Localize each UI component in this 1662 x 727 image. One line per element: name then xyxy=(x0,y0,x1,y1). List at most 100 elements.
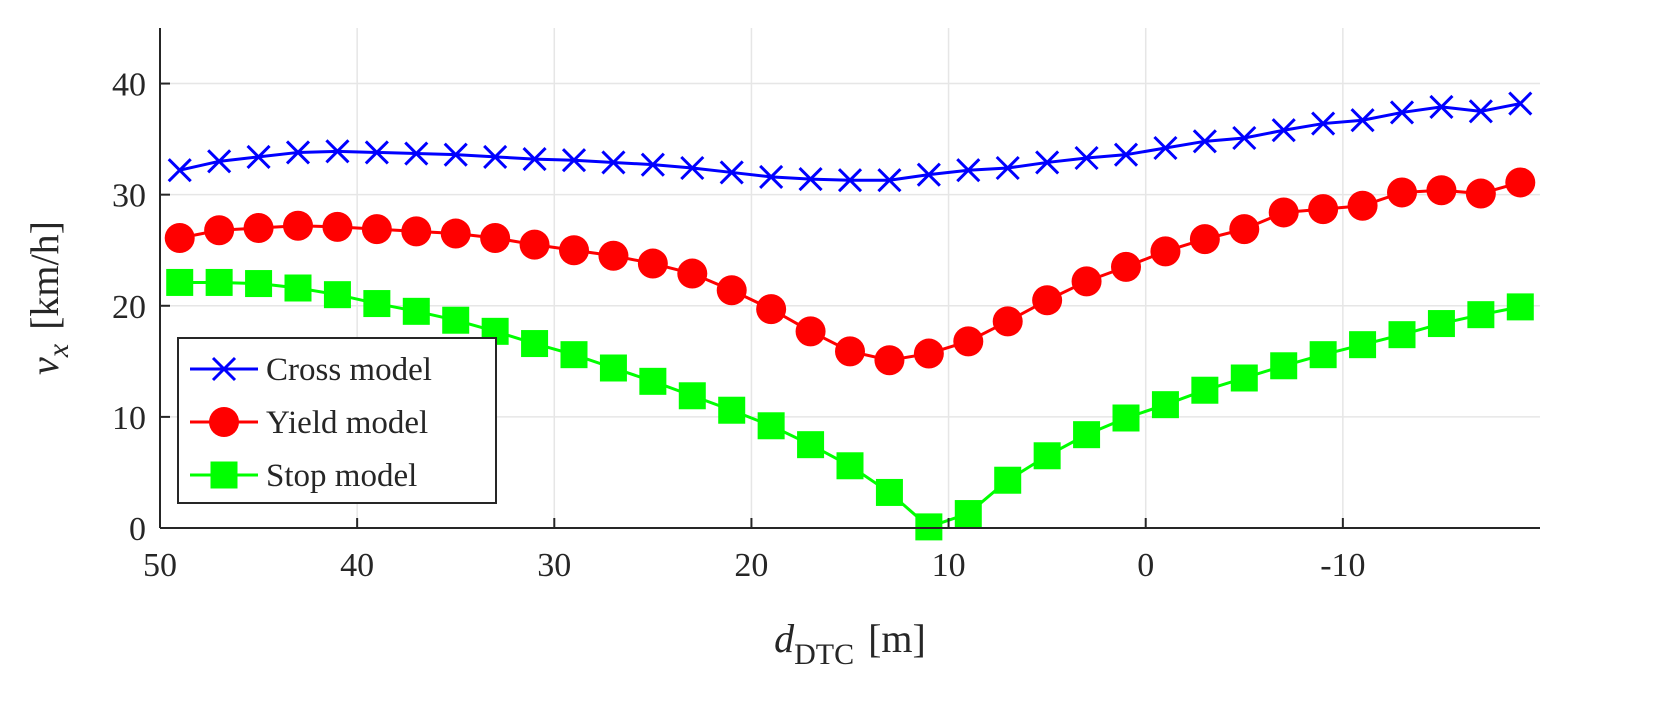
y-axis-label: vx [km/h] xyxy=(22,221,75,375)
data-point xyxy=(877,168,902,193)
series-cross-model xyxy=(167,91,1533,193)
data-point xyxy=(480,223,511,253)
data-point xyxy=(284,274,312,302)
data-point xyxy=(1153,135,1178,161)
data-point xyxy=(440,218,471,249)
data-point xyxy=(1151,391,1179,419)
y-axis-label-unit: [km/h] xyxy=(22,221,67,330)
ticks: 50 40 30 20 10 0 -10 0 10 20 30 40 xyxy=(112,67,1366,584)
y-tick-label: 10 xyxy=(112,400,146,437)
data-point xyxy=(1388,321,1416,349)
data-point xyxy=(913,338,944,369)
data-point xyxy=(994,466,1022,494)
data-point xyxy=(601,150,626,175)
legend-marker xyxy=(211,356,237,382)
data-point-stroke xyxy=(443,142,468,167)
data-point xyxy=(1073,421,1101,449)
data-point xyxy=(1113,142,1139,167)
data-point xyxy=(1465,178,1496,209)
data-point xyxy=(716,275,747,306)
series-yield-model xyxy=(164,167,1536,376)
y-tick-label: 0 xyxy=(129,511,146,548)
data-point xyxy=(207,149,232,174)
data-point xyxy=(836,452,864,480)
data-point xyxy=(164,223,195,253)
data-point xyxy=(1505,167,1536,198)
data-point xyxy=(1150,236,1181,267)
data-point xyxy=(1506,293,1534,321)
data-point xyxy=(1270,352,1298,380)
data-point xyxy=(875,478,903,506)
data-point xyxy=(1229,214,1260,245)
data-point xyxy=(245,270,273,298)
data-point-stroke xyxy=(759,164,784,189)
data-point xyxy=(640,152,665,177)
data-point xyxy=(1271,118,1296,143)
x-axis-label-sub: DTC xyxy=(794,638,854,671)
data-point xyxy=(559,235,589,266)
data-point xyxy=(1268,197,1299,228)
data-point xyxy=(1350,108,1375,133)
data-point-stroke xyxy=(956,158,981,183)
data-point xyxy=(718,396,746,424)
data-point xyxy=(797,431,825,459)
data-point xyxy=(954,500,982,528)
data-point xyxy=(992,306,1023,337)
data-point xyxy=(1232,125,1257,151)
x-axis-label: dDTC [m] xyxy=(774,616,926,671)
data-point-stroke xyxy=(719,160,744,185)
data-point xyxy=(325,139,350,164)
data-point-stroke xyxy=(1389,100,1415,125)
data-point xyxy=(246,144,271,169)
data-point-stroke xyxy=(325,139,350,164)
data-point xyxy=(1349,331,1377,359)
data-point xyxy=(1192,129,1217,154)
data-point xyxy=(1111,251,1141,282)
data-point xyxy=(1071,266,1102,297)
data-point xyxy=(1309,341,1337,369)
data-point-stroke xyxy=(1153,135,1178,161)
data-point-stroke xyxy=(1074,145,1099,171)
data-point xyxy=(361,214,392,245)
data-point xyxy=(1427,310,1455,338)
data-point xyxy=(953,326,984,357)
data-point-stroke xyxy=(1311,111,1336,136)
data-point-stroke xyxy=(207,149,232,174)
data-point xyxy=(1033,442,1061,470)
data-point xyxy=(835,336,865,367)
legend-label: Stop model xyxy=(266,458,417,494)
data-point-stroke xyxy=(916,162,941,187)
data-point xyxy=(1468,99,1493,124)
data-point xyxy=(167,158,192,183)
data-point xyxy=(322,211,353,242)
data-point xyxy=(1467,301,1495,329)
data-point-stroke xyxy=(483,144,508,169)
data-point xyxy=(1112,404,1140,432)
data-point-stroke xyxy=(1508,91,1533,116)
legend-entry: Yield model xyxy=(190,405,428,441)
data-point xyxy=(599,354,627,382)
y-tick-label: 20 xyxy=(112,289,146,326)
data-point xyxy=(560,341,588,369)
data-point xyxy=(756,294,787,325)
data-point-stroke xyxy=(561,148,587,173)
x-tick-label: 10 xyxy=(932,547,966,584)
data-point-stroke xyxy=(995,155,1020,181)
data-point xyxy=(678,382,706,410)
data-point xyxy=(364,140,389,165)
data-point-stroke xyxy=(837,168,863,193)
x-tick-label: 30 xyxy=(537,547,571,584)
data-point xyxy=(639,367,667,395)
data-point xyxy=(1230,364,1258,392)
data-point xyxy=(916,162,941,187)
data-point xyxy=(1508,91,1533,116)
legend-marker xyxy=(209,407,239,437)
axes xyxy=(159,28,1540,529)
data-point xyxy=(1189,224,1220,255)
data-point-stroke xyxy=(601,150,626,175)
data-point xyxy=(915,513,943,541)
data-point xyxy=(1311,111,1336,136)
data-point xyxy=(1426,175,1457,206)
data-point xyxy=(1191,376,1219,404)
series-layer xyxy=(164,91,1536,541)
